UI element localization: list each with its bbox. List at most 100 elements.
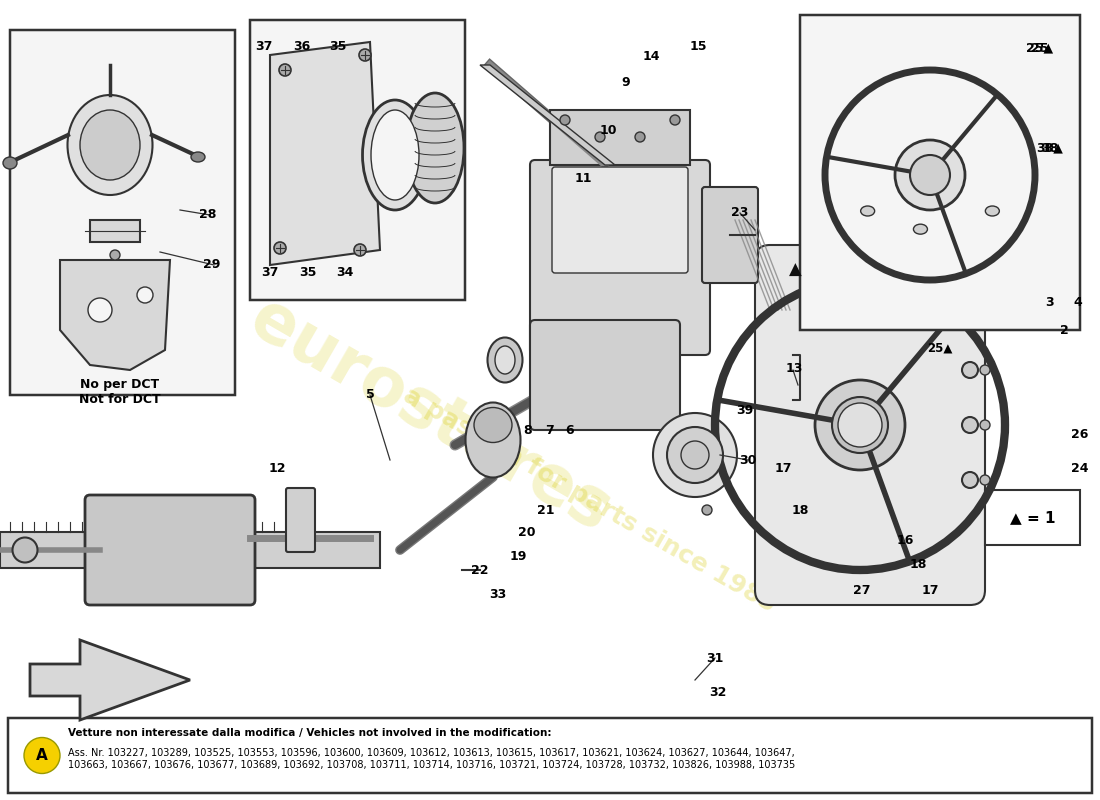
Circle shape <box>359 49 371 61</box>
Text: 5: 5 <box>365 389 374 402</box>
Circle shape <box>702 505 712 515</box>
Text: 24: 24 <box>1071 462 1089 474</box>
Text: Ass. Nr. 103227, 103289, 103525, 103553, 103596, 103600, 103609, 103612, 103613,: Ass. Nr. 103227, 103289, 103525, 103553,… <box>68 748 795 770</box>
Circle shape <box>88 298 112 322</box>
Bar <box>0 532 379 568</box>
Circle shape <box>279 64 292 76</box>
Text: 2: 2 <box>1059 323 1068 337</box>
Circle shape <box>670 115 680 125</box>
Text: 6: 6 <box>565 423 574 437</box>
Ellipse shape <box>406 93 464 203</box>
Text: 13: 13 <box>785 362 803 374</box>
Text: 25▲: 25▲ <box>927 342 953 355</box>
Ellipse shape <box>474 407 512 442</box>
FancyBboxPatch shape <box>984 490 1080 545</box>
Text: 31: 31 <box>706 651 724 665</box>
Circle shape <box>962 362 978 378</box>
Circle shape <box>560 115 570 125</box>
FancyBboxPatch shape <box>85 495 255 605</box>
Text: 12: 12 <box>268 462 286 474</box>
Text: 34: 34 <box>337 266 354 278</box>
Circle shape <box>980 475 990 485</box>
Ellipse shape <box>986 206 1000 216</box>
Ellipse shape <box>80 110 140 180</box>
Text: 23: 23 <box>732 206 749 219</box>
Polygon shape <box>30 640 190 720</box>
Text: 39: 39 <box>736 403 754 417</box>
Circle shape <box>962 417 978 433</box>
Ellipse shape <box>12 538 37 562</box>
Bar <box>90 220 140 242</box>
FancyBboxPatch shape <box>8 718 1092 793</box>
Text: 35: 35 <box>329 41 346 54</box>
Circle shape <box>838 403 882 447</box>
Circle shape <box>635 132 645 142</box>
Text: 15: 15 <box>690 41 706 54</box>
Text: 37: 37 <box>262 266 278 278</box>
Text: 8: 8 <box>524 423 532 437</box>
Text: 10: 10 <box>600 123 617 137</box>
Circle shape <box>980 420 990 430</box>
FancyBboxPatch shape <box>530 160 710 355</box>
Ellipse shape <box>191 152 205 162</box>
Polygon shape <box>480 65 615 165</box>
Ellipse shape <box>3 157 16 169</box>
Text: ▲: ▲ <box>789 261 802 279</box>
Circle shape <box>895 140 965 210</box>
Text: 29: 29 <box>204 258 221 271</box>
Text: eurostores: eurostores <box>238 285 623 545</box>
Text: 21: 21 <box>537 503 554 517</box>
Circle shape <box>595 132 605 142</box>
Bar <box>550 110 690 165</box>
Circle shape <box>667 427 723 483</box>
Text: 32: 32 <box>710 686 727 698</box>
Circle shape <box>832 397 888 453</box>
Text: 37: 37 <box>255 41 273 54</box>
Circle shape <box>681 441 710 469</box>
Text: 26: 26 <box>1071 429 1089 442</box>
Circle shape <box>980 365 990 375</box>
Polygon shape <box>270 42 380 265</box>
Ellipse shape <box>913 224 927 234</box>
FancyBboxPatch shape <box>800 15 1080 330</box>
Ellipse shape <box>465 402 520 478</box>
FancyBboxPatch shape <box>286 488 315 552</box>
Text: 16: 16 <box>896 534 914 546</box>
FancyBboxPatch shape <box>552 167 688 273</box>
Text: 36: 36 <box>294 41 310 54</box>
Text: A: A <box>36 748 48 763</box>
FancyBboxPatch shape <box>250 20 465 300</box>
Text: 18: 18 <box>910 558 926 571</box>
Polygon shape <box>60 260 170 370</box>
Text: 9: 9 <box>621 75 630 89</box>
Text: No per DCT
Not for DCT: No per DCT Not for DCT <box>79 378 161 406</box>
Circle shape <box>962 472 978 488</box>
Circle shape <box>815 380 905 470</box>
Text: Vetture non interessate dalla modifica / Vehicles not involved in the modificati: Vetture non interessate dalla modifica /… <box>68 728 551 738</box>
Ellipse shape <box>363 100 428 210</box>
Ellipse shape <box>67 95 153 195</box>
Text: 27: 27 <box>854 583 871 597</box>
Text: 28: 28 <box>199 209 217 222</box>
Circle shape <box>138 287 153 303</box>
Text: 17: 17 <box>922 583 938 597</box>
FancyBboxPatch shape <box>10 30 235 395</box>
Text: 38▲: 38▲ <box>1036 142 1064 154</box>
Text: 7: 7 <box>544 423 553 437</box>
Circle shape <box>354 244 366 256</box>
FancyBboxPatch shape <box>530 320 680 430</box>
Text: 3: 3 <box>1046 297 1054 310</box>
Ellipse shape <box>495 346 515 374</box>
Circle shape <box>110 250 120 260</box>
Text: 25▲: 25▲ <box>1026 42 1054 54</box>
Text: 19: 19 <box>509 550 527 562</box>
Text: ▲ = 1: ▲ = 1 <box>1010 510 1055 525</box>
Ellipse shape <box>860 206 875 216</box>
Text: 11: 11 <box>574 171 592 185</box>
FancyBboxPatch shape <box>702 187 758 283</box>
Text: 33: 33 <box>490 589 507 602</box>
FancyBboxPatch shape <box>755 245 984 605</box>
Text: 38: 38 <box>1042 142 1058 154</box>
Circle shape <box>653 413 737 497</box>
Text: 14: 14 <box>642 50 660 63</box>
